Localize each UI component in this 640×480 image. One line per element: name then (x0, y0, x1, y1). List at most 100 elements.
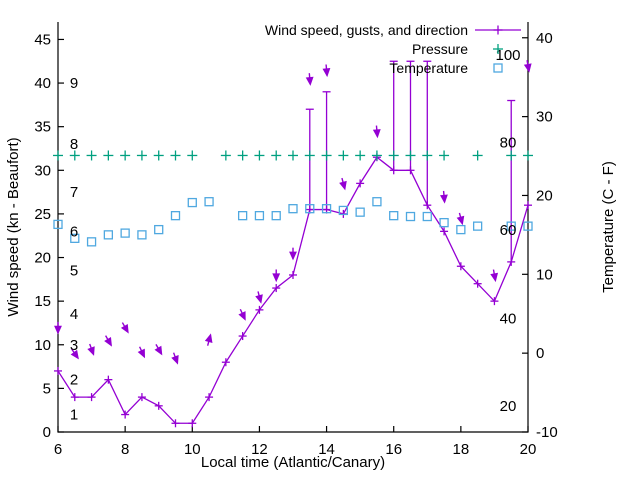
pressure-point (120, 150, 131, 161)
x-tick-label: 8 (121, 441, 129, 458)
wind-direction-arrow (70, 348, 79, 360)
wind-speed-point (70, 393, 79, 402)
wind-speed-point (490, 297, 499, 306)
temperature-point (422, 211, 432, 222)
fahrenheit-label: 100 (495, 47, 520, 64)
beaufort-label: 9 (70, 75, 78, 92)
pressure-point (271, 150, 282, 161)
legend-label: Temperature (389, 60, 468, 76)
wind-speed-point (171, 419, 180, 428)
gust-bar (423, 60, 432, 206)
temperature-point (70, 233, 80, 243)
wind-direction-arrow (322, 64, 331, 78)
y2-tick-label: 30 (536, 109, 553, 126)
beaufort-label: 2 (70, 372, 78, 389)
y-tick-label: 40 (34, 75, 51, 92)
fahrenheit-label: 20 (500, 398, 517, 415)
wind-direction-arrow (523, 60, 532, 73)
temperature-point (154, 224, 164, 235)
pressure-point (153, 150, 164, 161)
wind-speed-point (54, 366, 62, 375)
temperature-point (355, 207, 365, 217)
temperature-point (439, 217, 449, 228)
fahrenheit-label: 80 (500, 135, 517, 152)
legend-temperature-marker (493, 63, 503, 73)
temperature-point (204, 197, 214, 207)
wind-direction-arrow (339, 177, 347, 191)
legend-pressure-marker (493, 44, 503, 54)
temperature-point (506, 221, 516, 231)
temperature-point (53, 219, 63, 230)
wind-direction-arrow (54, 321, 62, 335)
pressure-point (187, 150, 198, 161)
pressure-point (321, 150, 332, 161)
wind-speed-point (289, 270, 297, 279)
label-layer: Wind speed (kn - Beaufort) Temperature (C… (5, 47, 617, 471)
wind-direction-arrow (440, 190, 448, 204)
temperature-point (137, 230, 147, 240)
wind-speed-point (356, 179, 365, 188)
temperature-point (187, 197, 197, 208)
y-tick-label: 30 (34, 162, 51, 179)
wind-speed-point (272, 284, 281, 293)
temperature-point (103, 230, 114, 240)
legend-label: Wind speed, gusts, and direction (265, 22, 468, 38)
wind-speed-point (238, 332, 247, 341)
wind-direction-arrow (204, 333, 213, 346)
wind-direction-arrow (154, 344, 163, 356)
pressure-point (304, 150, 315, 161)
wind-speed-point (524, 201, 532, 210)
pressure-point (506, 150, 517, 161)
beaufort-label: 4 (70, 306, 78, 323)
wind-direction-arrow (87, 343, 95, 356)
beaufort-label: 8 (70, 136, 78, 153)
y-tick-label: 15 (34, 293, 51, 310)
pressure-point (439, 150, 450, 161)
data-layer (53, 60, 533, 428)
wind-speed-point (255, 305, 264, 314)
y-tick-label: 20 (34, 250, 51, 267)
y2-axis-title: Temperature (C - F) (600, 161, 617, 293)
wind-direction-arrow (372, 125, 381, 139)
wind-direction-arrow (238, 308, 246, 321)
pressure-point (103, 150, 114, 161)
pressure-point (170, 150, 181, 161)
y2-tick-label: 10 (536, 266, 553, 283)
pressure-point (136, 150, 147, 161)
x-tick-label: 6 (54, 441, 62, 458)
wind-speed-line (57, 156, 529, 424)
y-axis-title: Wind speed (kn - Beaufort) (5, 137, 22, 316)
fahrenheit-label: 40 (500, 310, 517, 327)
y2-tick-label: 20 (536, 187, 553, 204)
pressure-point (69, 150, 80, 161)
temperature-point (405, 211, 416, 222)
y2-tick-label: 40 (536, 30, 553, 47)
wind-direction-arrow (255, 291, 263, 304)
temperature-point (321, 204, 332, 214)
beaufort-label: 7 (70, 184, 78, 201)
wind-speed-point (205, 393, 214, 402)
pressure-point (355, 150, 366, 161)
pressure-point (288, 150, 298, 161)
pressure-point (237, 150, 248, 161)
wind-speed-point (221, 358, 230, 367)
wind-direction-arrow (104, 335, 112, 347)
wind-direction-arrow (305, 73, 314, 86)
temperature-point (288, 204, 298, 214)
temperature-point (472, 221, 483, 231)
fahrenheit-label: 60 (500, 222, 517, 239)
wind-direction-arrow (289, 247, 297, 261)
temperature-point (523, 221, 533, 231)
legend-plus-marker (493, 25, 503, 35)
temperature-point (254, 211, 265, 221)
wind-speed-point (104, 375, 113, 384)
beaufort-label: 3 (70, 337, 78, 354)
wind-direction-arrow (456, 212, 465, 226)
wind-speed-point (473, 279, 482, 288)
legend-layer: Wind speed, gusts, and direction Pressure… (265, 22, 521, 76)
gust-bar (507, 99, 516, 262)
wind-speed-point (188, 419, 197, 428)
